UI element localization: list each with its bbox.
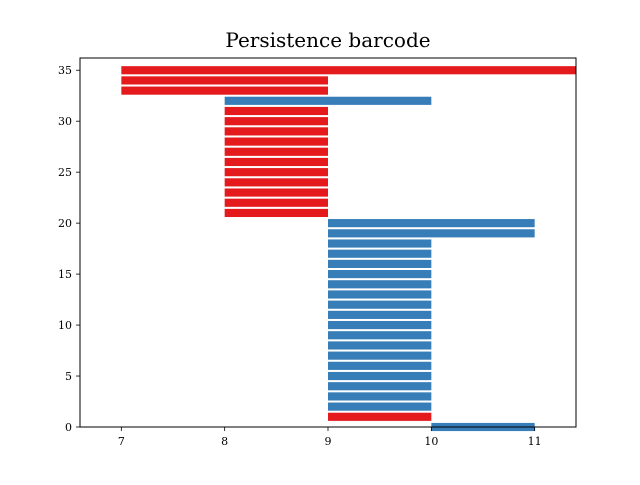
barcode-bar-23 [224,188,328,197]
barcode-bar-9 [328,331,432,340]
barcode-bar-4 [328,382,432,391]
barcode-bar-7 [328,351,432,360]
y-tick-label: 35 [58,64,72,77]
barcode-bar-28 [224,137,328,146]
barcode-bar-26 [224,157,328,167]
y-tick-label: 25 [58,166,72,179]
barcode-bar-18 [328,239,432,248]
barcode-bar-3 [328,392,432,401]
x-tick-label: 10 [424,435,438,448]
barcode-bar-25 [224,168,328,177]
barcode-bar-31 [224,106,328,116]
y-tick-label: 0 [65,421,72,434]
barcode-bar-33 [121,86,328,95]
y-tick-label: 30 [58,115,72,128]
bars-layer [121,66,576,432]
barcode-bar-15 [328,270,432,279]
barcode-bar-8 [328,341,432,350]
barcode-bar-14 [328,280,432,289]
barcode-bar-35 [121,66,576,75]
barcode-bar-24 [224,178,328,187]
barcode-bar-12 [328,300,432,309]
y-tick-label: 15 [58,268,72,281]
barcode-bar-32 [224,96,432,105]
barcode-bar-5 [328,371,432,381]
plot-frame [79,57,577,428]
chart-title: Persistence barcode [225,28,431,52]
barcode-bar-1 [328,412,432,421]
x-tick-label: 8 [221,435,228,448]
barcode-bar-34 [121,76,328,85]
barcode-bar-13 [328,290,432,299]
barcode-bar-6 [328,361,432,370]
barcode-bar-29 [224,127,328,136]
barcode-bar-17 [328,249,432,258]
y-tick-label: 10 [58,319,72,332]
x-tick-label: 7 [118,435,125,448]
y-tick-label: 5 [65,370,72,383]
barcode-bar-11 [328,310,432,319]
y-tick-label: 20 [58,217,72,230]
x-tick-label: 11 [528,435,542,448]
barcode-bar-19 [328,229,535,238]
barcode-bar-16 [328,259,432,268]
barcode-bar-10 [328,320,432,330]
barcode-bar-22 [224,198,328,207]
barcode-bar-30 [224,117,328,126]
ticks-layer: 7 8 9 10 11 0 5 10 15 20 25 30 35 [58,64,542,448]
barcode-bar-20 [328,219,535,228]
barcode-bar-27 [224,147,328,156]
barcode-bar-2 [328,402,432,411]
barcode-bar-21 [224,208,328,218]
x-tick-label: 9 [325,435,332,448]
